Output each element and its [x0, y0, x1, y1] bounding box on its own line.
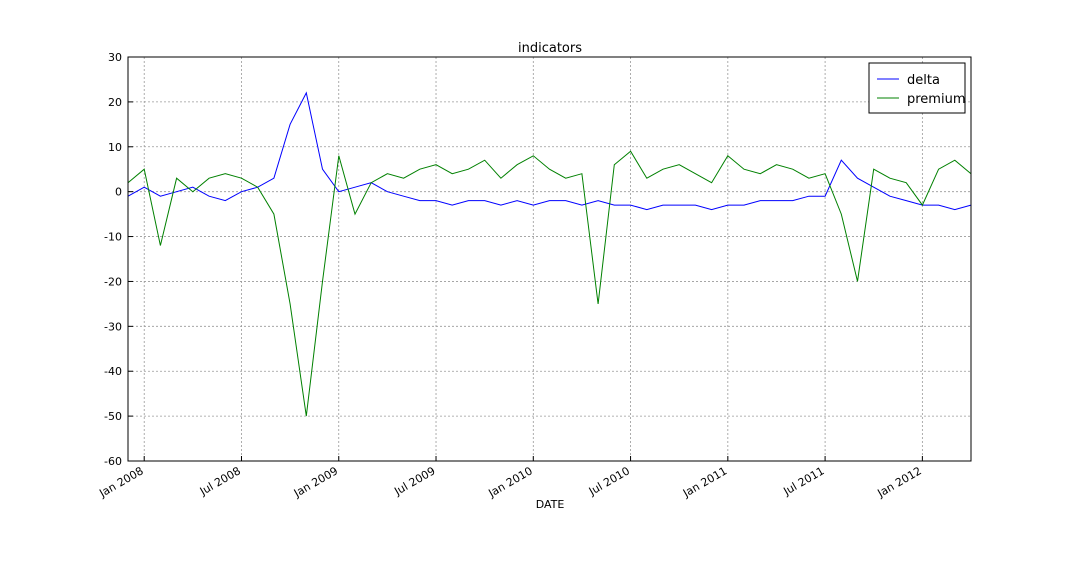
legend-label: premium — [907, 92, 966, 107]
legend-box — [868, 62, 966, 114]
y-tick-label: 20 — [108, 96, 122, 109]
y-tick-label: 10 — [108, 141, 122, 154]
x-axis-label: DATE — [536, 498, 565, 511]
series-line — [127, 91, 972, 211]
chart-title: indicators — [518, 41, 582, 56]
x-tick-label: Jan 2008 — [96, 464, 145, 500]
y-tick-label: 0 — [115, 186, 122, 199]
y-tick-label: -40 — [104, 365, 122, 378]
y-tick-label: -30 — [104, 320, 122, 333]
x-tick-label: Jul 2010 — [586, 464, 632, 498]
x-tick-label: Jul 2011 — [780, 464, 826, 498]
series-line — [127, 150, 972, 417]
x-tick-label: Jan 2012 — [875, 464, 924, 500]
x-tick-label: Jul 2008 — [197, 464, 243, 498]
legend-label: delta — [907, 73, 940, 88]
x-tick-label: Jan 2010 — [485, 464, 534, 500]
y-tick-label: -20 — [104, 275, 122, 288]
x-tick-label: Jan 2009 — [291, 464, 340, 500]
y-tick-label: -60 — [104, 455, 122, 468]
plot-frame — [127, 56, 972, 462]
legend: delta premium — [868, 62, 966, 114]
y-tick-label: -50 — [104, 410, 122, 423]
x-tick-label: Jul 2009 — [391, 464, 437, 498]
y-tick-label: -10 — [104, 231, 122, 244]
y-tick-label: 30 — [108, 51, 122, 64]
x-tick-label: Jan 2011 — [680, 464, 729, 500]
